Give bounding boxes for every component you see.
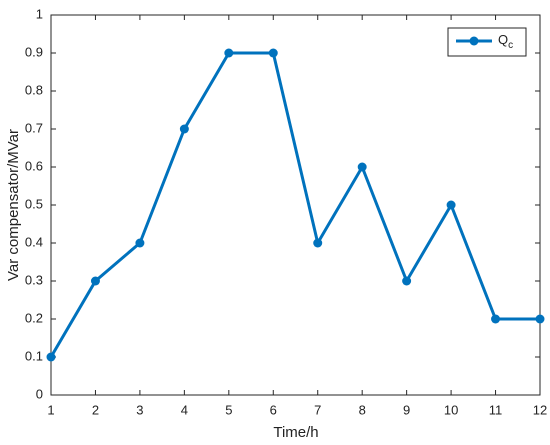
y-tick-label: 0.5 [25,196,43,211]
x-tick-label: 8 [359,402,366,417]
y-tick-label: 1 [36,6,43,21]
x-tick-label: 11 [489,402,503,417]
data-point [268,48,278,58]
legend-label: Qc [498,32,513,50]
legend-label-main: Q [498,32,508,47]
y-tick-label: 0.2 [25,310,43,325]
legend-marker [469,36,479,46]
x-tick-label: 10 [444,402,458,417]
x-tick-label: 9 [403,402,410,417]
x-tick-label: 7 [314,402,321,417]
x-tick-label: 5 [225,402,232,417]
x-tick-label: 1 [47,402,54,417]
data-point [179,124,189,134]
data-point [90,276,100,286]
y-tick-label: 0.7 [25,120,43,135]
data-point [535,314,545,324]
y-tick-label: 0.9 [25,44,43,59]
x-tick-label: 4 [181,402,188,417]
y-tick-label: 0.6 [25,158,43,173]
x-tick-label: 6 [270,402,277,417]
legend-label-sub: c [508,40,513,51]
data-point [402,276,412,286]
data-point [46,352,56,362]
y-tick-label: 0.3 [25,272,43,287]
y-tick-label: 0.8 [25,82,43,97]
y-tick-label: 0.4 [25,234,43,249]
x-tick-label: 2 [92,402,99,417]
data-point [446,200,456,210]
x-axis-label: Time/h [273,424,318,441]
y-tick-label: 0.1 [25,348,43,363]
data-point [135,238,145,248]
data-point [313,238,323,248]
data-point [491,314,501,324]
data-point [357,162,367,172]
x-tick-label: 12 [533,402,547,417]
data-point [224,48,234,58]
y-tick-label: 0 [36,386,43,401]
series-line [49,51,540,358]
y-axis-label: Var compensator/MVar [5,129,22,281]
x-tick-label: 3 [136,402,143,417]
plot-frame [50,14,541,396]
